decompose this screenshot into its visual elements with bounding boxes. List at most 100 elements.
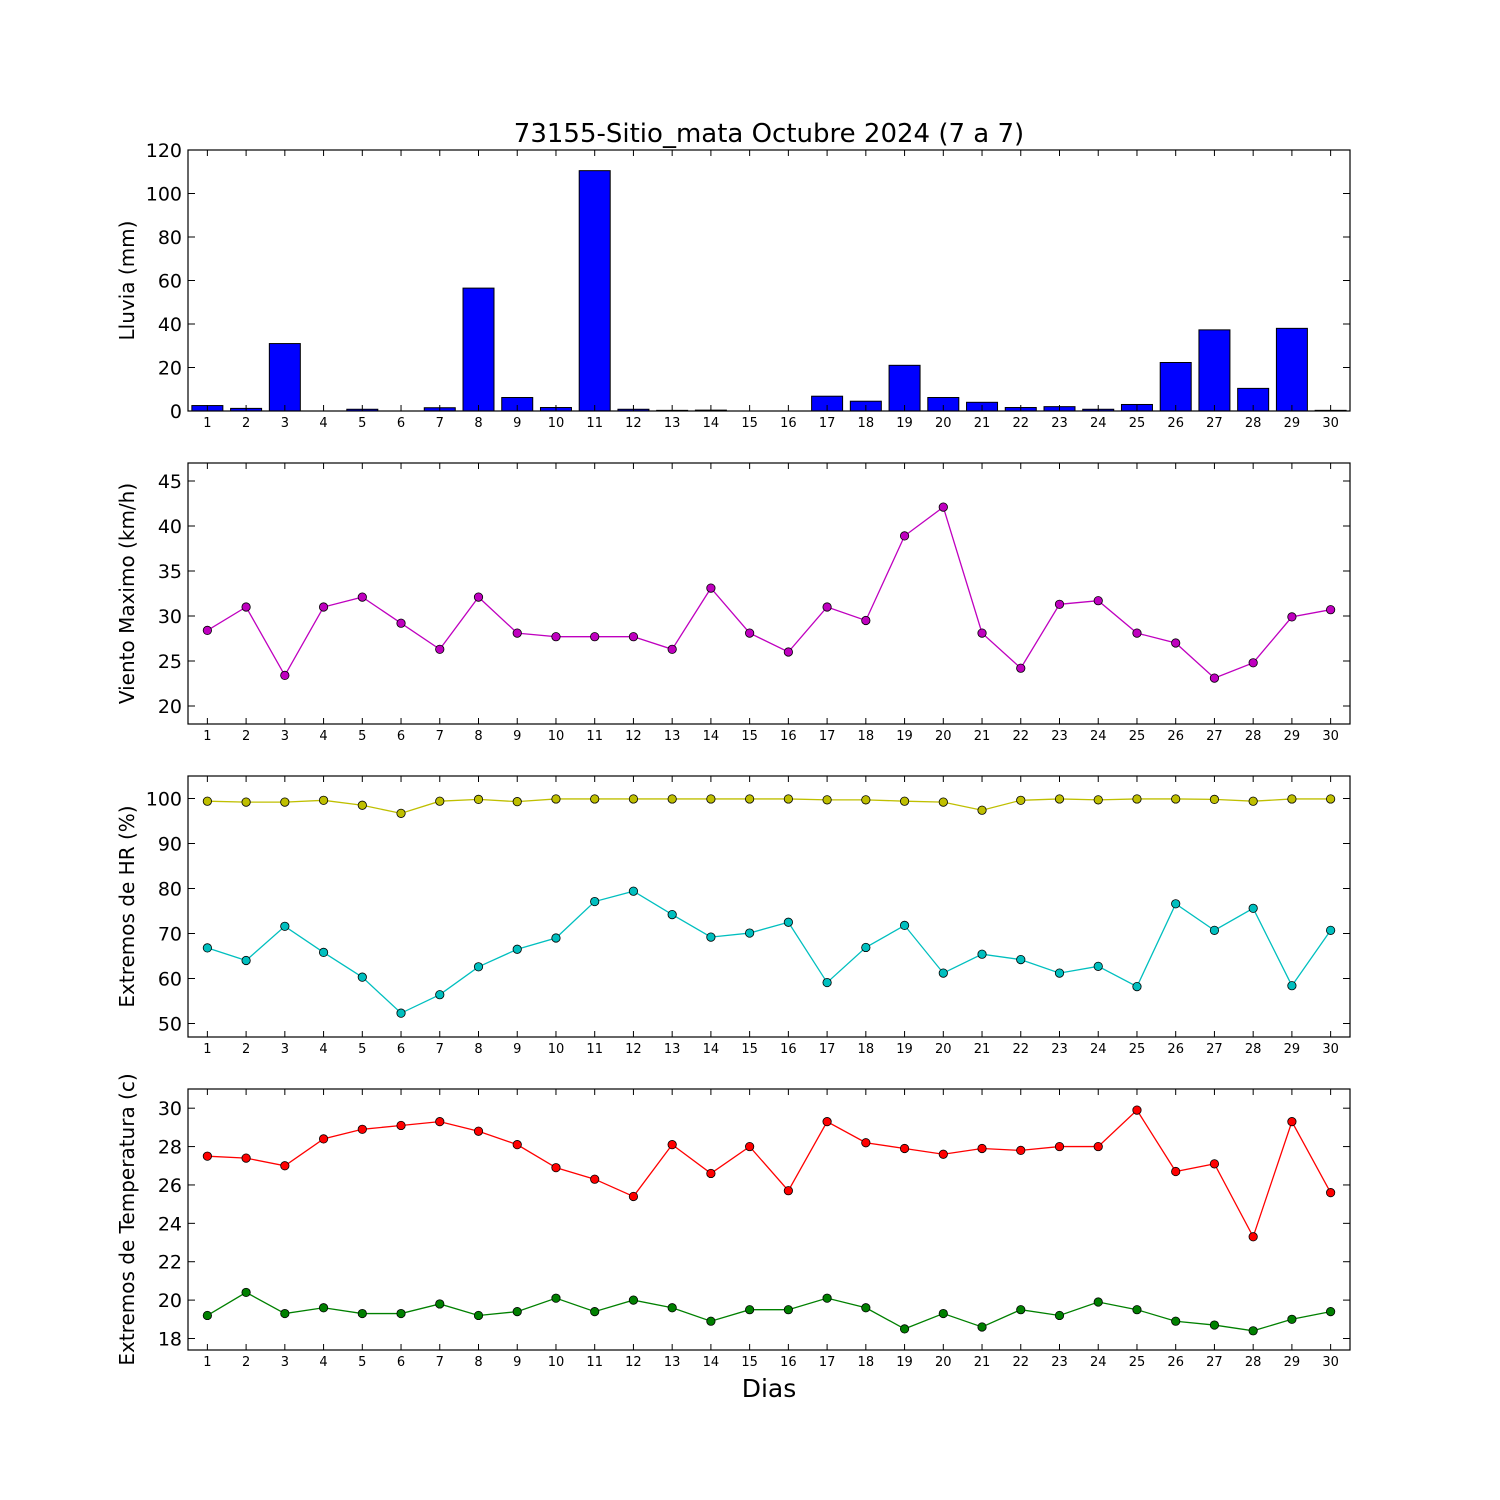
hr-max-point-9 (512, 797, 522, 807)
hr-max-point-16 (783, 794, 793, 804)
rain-bar-27 (1198, 329, 1231, 412)
temperature-xtick-label: 22 (1012, 1355, 1029, 1370)
rain-bar-19 (888, 364, 921, 412)
wind-max-point-12 (628, 632, 639, 642)
temp-min-point-17 (822, 1293, 832, 1303)
humidity-xtick-label: 21 (974, 1042, 991, 1057)
temperature-xtick-label: 11 (586, 1355, 603, 1370)
temp-min-point-8 (473, 1310, 484, 1321)
wind-xtick-label: 27 (1206, 729, 1223, 744)
temperature-xtick-label: 9 (513, 1355, 521, 1370)
rain-xtick-label: 25 (1129, 416, 1146, 431)
wind-xtick-label: 6 (397, 729, 405, 744)
wind-xtick-label: 15 (741, 729, 758, 744)
humidity-xtick-label: 1 (203, 1042, 211, 1057)
temp-max-point-13 (667, 1140, 677, 1150)
wind-ytick-label: 40 (158, 516, 182, 538)
humidity-ytick-label: 60 (158, 969, 182, 991)
hr-min-point-22 (1016, 954, 1026, 965)
hr-min-point-9 (512, 944, 522, 954)
temperature-xtick-label: 1 (203, 1355, 211, 1370)
humidity-xtick-label: 4 (319, 1042, 327, 1057)
hr-min-point-27 (1209, 925, 1220, 935)
humidity-xtick-label: 27 (1206, 1042, 1223, 1057)
temperature-xtick-label: 24 (1090, 1355, 1107, 1370)
hr-max-point-28 (1248, 796, 1258, 806)
rain-xtick-label: 1 (203, 416, 211, 431)
humidity-xtick-label: 30 (1322, 1042, 1339, 1057)
temp-min-point-22 (1016, 1305, 1026, 1315)
rain-xtick-label: 12 (625, 416, 642, 431)
rain-xtick-label: 13 (664, 416, 681, 431)
wind-max-point-16 (783, 647, 793, 657)
wind-xtick-label: 14 (703, 729, 720, 744)
rain-xtick-label: 15 (741, 416, 758, 431)
wind-y-axis-label: Viento Maximo (km/h) (115, 483, 139, 704)
humidity-axes-frame (187, 775, 1351, 1038)
humidity-xtick-label: 3 (281, 1042, 289, 1057)
wind-xtick-label: 5 (358, 729, 366, 744)
wind-xtick-label: 13 (664, 729, 681, 744)
hr-max-point-19 (899, 796, 910, 806)
temp-min-point-20 (938, 1308, 948, 1319)
hr-max-point-6 (396, 808, 406, 818)
hr-min-point-5 (357, 972, 367, 982)
hr-max-point-2 (241, 797, 251, 807)
temp-min-point-26 (1171, 1316, 1181, 1326)
temp-min-point-24 (1093, 1297, 1103, 1307)
wind-xtick-label: 26 (1167, 729, 1184, 744)
wind-max-point-18 (861, 615, 871, 626)
hr-min-point-16 (783, 917, 793, 927)
chart-title: 73155-Sitio_mata Octubre 2024 (7 a 7) (514, 119, 1024, 149)
wind-xtick-label: 2 (242, 729, 250, 744)
hr-min-point-13 (667, 909, 677, 920)
temp-max-point-30 (1326, 1188, 1336, 1198)
wind-max-line (207, 506, 1331, 679)
humidity-xtick-label: 12 (625, 1042, 642, 1057)
rain-xtick-label: 29 (1284, 416, 1301, 431)
temp-max-point-14 (706, 1168, 716, 1179)
hr-max-point-29 (1287, 794, 1297, 804)
rain-xtick-label: 18 (858, 416, 875, 431)
temp-min-point-16 (783, 1305, 793, 1315)
hr-max-point-17 (822, 795, 832, 805)
hr-min-point-23 (1054, 968, 1065, 978)
humidity-xtick-label: 17 (819, 1042, 836, 1057)
temp-max-point-20 (938, 1149, 948, 1159)
temperature-xtick-label: 3 (281, 1355, 289, 1370)
temperature-xtick-label: 5 (358, 1355, 366, 1370)
wind-max-point-23 (1054, 599, 1065, 609)
temperature-xtick-label: 23 (1051, 1355, 1068, 1370)
humidity-xtick-label: 25 (1129, 1042, 1146, 1057)
wind-max-point-2 (241, 602, 251, 612)
humidity-ytick-label: 70 (158, 924, 182, 946)
temp-max-point-21 (977, 1143, 987, 1154)
temperature-xtick-label: 27 (1206, 1355, 1223, 1370)
temperature-ytick-label: 24 (158, 1213, 182, 1235)
hr-min-point-30 (1326, 925, 1336, 935)
rain-ytick-label: 40 (158, 314, 182, 336)
temp-max-point-25 (1132, 1105, 1142, 1115)
hr-min-point-4 (318, 947, 329, 958)
temperature-xtick-label: 2 (242, 1355, 250, 1370)
wind-max-point-29 (1287, 612, 1297, 622)
wind-max-point-13 (667, 644, 677, 654)
hr-min-point-8 (473, 962, 484, 972)
temperature-axes-frame (187, 1088, 1351, 1351)
wind-axes-frame (187, 462, 1351, 725)
wind-xtick-label: 7 (436, 729, 444, 744)
hr-min-point-18 (861, 942, 871, 953)
wind-xtick-label: 18 (858, 729, 875, 744)
rain-ytick-label: 0 (170, 401, 182, 423)
temp-max-point-10 (551, 1163, 561, 1173)
wind-xtick-label: 16 (780, 729, 797, 744)
wind-max-point-7 (435, 644, 445, 654)
temp-max-point-27 (1209, 1159, 1220, 1169)
hr-max-point-25 (1132, 794, 1142, 804)
hr-max-point-24 (1093, 795, 1103, 805)
temp-min-point-27 (1209, 1320, 1220, 1330)
temperature-xtick-label: 29 (1284, 1355, 1301, 1370)
x-axis-label: Dias (742, 1374, 797, 1403)
temperature-xtick-label: 16 (780, 1355, 797, 1370)
